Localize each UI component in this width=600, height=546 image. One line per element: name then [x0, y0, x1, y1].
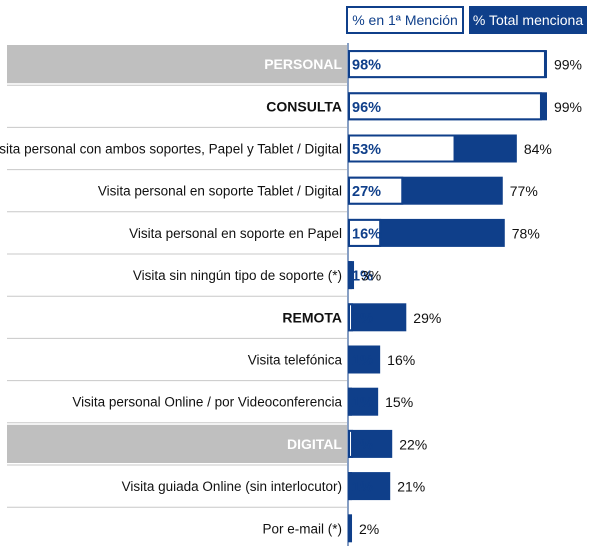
row-header-background: [7, 45, 347, 84]
data-label-first-mention: 1%: [352, 395, 373, 411]
row-header-background: [7, 424, 347, 463]
data-label-total-mention: 22%: [399, 436, 427, 452]
bar-first-mention: [348, 218, 382, 247]
data-label-total-mention: 3%: [361, 268, 381, 284]
bar-first-mention: [348, 261, 352, 290]
bar-first-mention: [348, 176, 404, 205]
data-label-first-mention: 98%: [352, 58, 381, 74]
category-label: CONSULTA: [266, 98, 342, 114]
bar-first-mention: [348, 50, 546, 79]
legend: % en 1ª Mención % Total menciona: [0, 6, 600, 36]
bar-total-mention: [348, 303, 407, 332]
category-label: Visita personal con ambos soportes, Pape…: [0, 142, 342, 157]
data-label-total-mention: 99%: [554, 99, 582, 115]
data-label-first-mention: 27%: [352, 184, 381, 200]
bar-first-mention: [348, 345, 352, 374]
data-label-first-mention: 96%: [352, 100, 381, 116]
data-label-total-mention: 99%: [554, 57, 582, 73]
bar-first-mention: [348, 387, 352, 416]
data-label-total-mention: 15%: [385, 394, 413, 410]
data-label-first-mention: 16%: [352, 226, 381, 242]
data-label-total-mention: 78%: [512, 225, 540, 241]
data-label-total-mention: 29%: [413, 310, 441, 326]
legend-total-mention: % Total menciona: [469, 6, 587, 34]
data-label-total-mention: 16%: [387, 352, 415, 368]
bar-first-mention: [348, 92, 542, 121]
category-label: Visita sin ningún tipo de soporte (*): [133, 268, 342, 283]
data-label-total-mention: 2%: [359, 521, 379, 537]
category-label: Visita telefónica: [248, 353, 343, 368]
legend-first-mention: % en 1ª Mención: [346, 6, 464, 34]
category-label: Visita personal en soporte en Papel: [129, 226, 342, 241]
data-label-first-mention: 1%: [352, 353, 373, 369]
data-label-first-mention: 1%: [352, 480, 373, 496]
bar-first-mention: [348, 134, 456, 163]
category-label: PERSONAL: [264, 56, 342, 72]
data-label-total-mention: 84%: [524, 141, 552, 157]
data-label-total-mention: 21%: [397, 479, 425, 495]
bar-total-mention: [348, 514, 353, 543]
data-label-total-mention: 77%: [510, 183, 538, 199]
bar-first-mention: [348, 303, 354, 332]
category-label: Visita personal en soporte Tablet / Digi…: [98, 184, 342, 199]
category-label: Visita guiada Online (sin interlocutor): [122, 479, 342, 494]
data-label-first-mention: 53%: [352, 142, 381, 158]
bar-total-mention: [348, 429, 393, 458]
data-label-first-mention: 2%: [352, 437, 373, 453]
category-label: Visita personal Online / por Videoconfer…: [72, 395, 342, 410]
bar-total-mention: [348, 387, 379, 416]
data-label-first-mention: 1%: [352, 269, 373, 285]
bar-first-mention: [348, 472, 352, 501]
bar-total-mention: [348, 472, 391, 501]
bar-first-mention: [348, 429, 354, 458]
data-label-first-mention: 2%: [352, 311, 373, 327]
category-label: DIGITAL: [287, 436, 342, 452]
bar-total-mention: [348, 345, 381, 374]
category-label: Por e-mail (*): [262, 521, 342, 536]
category-label: REMOTA: [282, 309, 342, 325]
